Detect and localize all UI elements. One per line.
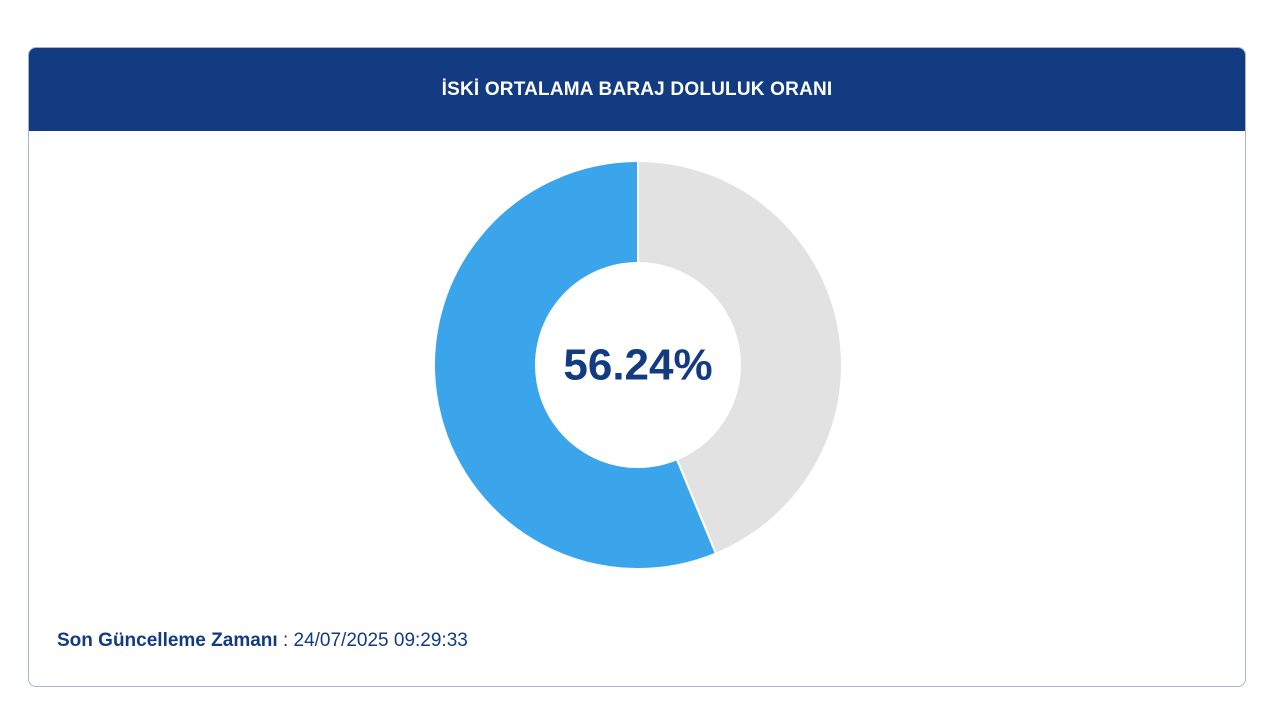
donut-slices xyxy=(433,159,843,570)
donut-chart-area: 56.24% xyxy=(29,48,1245,686)
last-update-separator: : xyxy=(277,630,294,651)
donut-chart: 56.24% xyxy=(433,159,843,570)
last-update-value: 24/07/2025 09:29:33 xyxy=(293,630,468,651)
card-title: İSKİ ORTALAMA BARAJ DOLULUK ORANI xyxy=(441,78,833,100)
last-update-line: Son Güncelleme Zamanı : 24/07/2025 09:29… xyxy=(57,630,468,652)
center-percentage-label: 56.24% xyxy=(563,341,712,390)
donut-slice-filled[interactable] xyxy=(433,159,718,570)
dam-occupancy-card: İSKİ ORTALAMA BARAJ DOLULUK ORANI 56.24%… xyxy=(28,47,1246,687)
last-update-label: Son Güncelleme Zamanı xyxy=(57,630,278,651)
donut-slice-empty[interactable] xyxy=(637,159,843,555)
card-header: İSKİ ORTALAMA BARAJ DOLULUK ORANI xyxy=(29,48,1245,131)
